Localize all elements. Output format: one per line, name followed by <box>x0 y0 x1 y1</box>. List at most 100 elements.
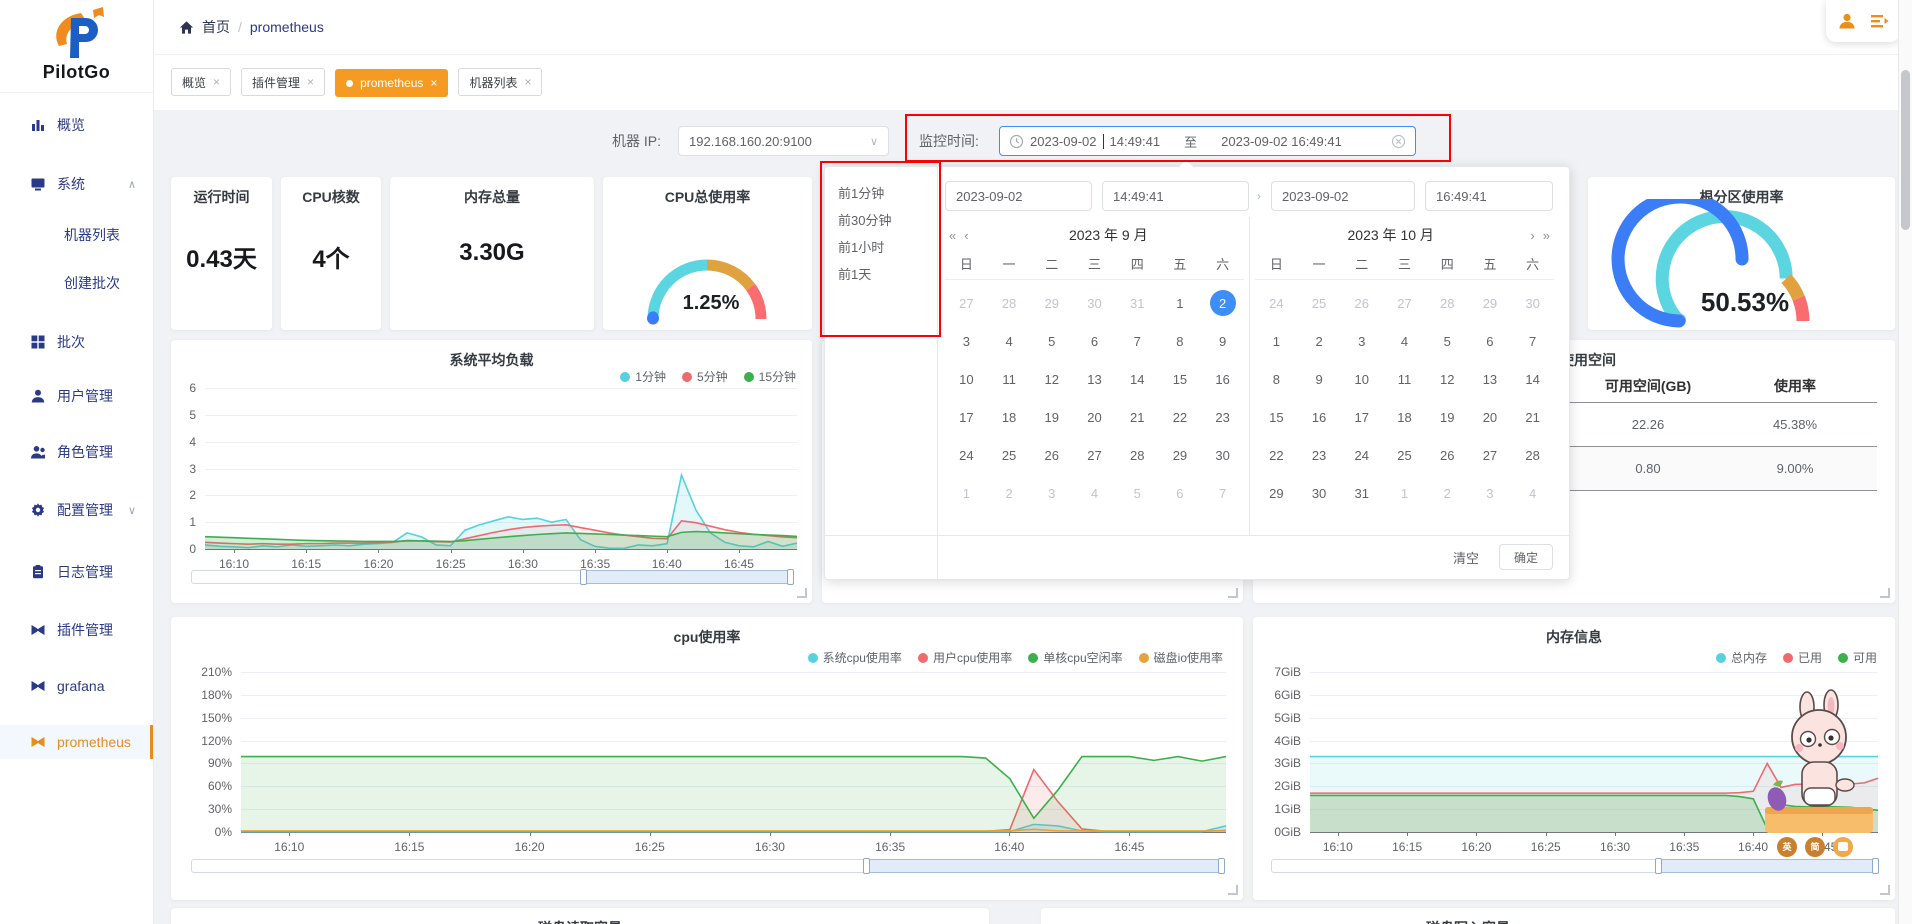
calendar-day[interactable]: 20 <box>1087 409 1102 425</box>
legend-item[interactable]: 5分钟 <box>681 368 728 385</box>
home-icon[interactable] <box>179 20 194 35</box>
data-zoom-slider[interactable] <box>191 858 1225 874</box>
calendar-day[interactable]: 18 <box>1001 409 1017 425</box>
slider-handle[interactable] <box>1654 858 1662 874</box>
calendar-day[interactable]: 21 <box>1525 409 1540 425</box>
data-zoom-slider[interactable] <box>191 569 794 585</box>
next-month-icon[interactable]: › <box>1530 227 1535 243</box>
calendar-day[interactable]: 13 <box>1482 371 1498 387</box>
datepicker-shortcut-前1小时[interactable]: 前1小时 <box>838 240 885 255</box>
legend-item[interactable]: 用户cpu使用率 <box>917 649 1012 666</box>
calendar-day[interactable]: 6 <box>1486 333 1494 349</box>
calendar-day[interactable]: 14 <box>1129 371 1145 387</box>
resize-corner-icon[interactable] <box>1880 885 1890 895</box>
sidebar-item-日志管理[interactable]: 日志管理 <box>0 555 150 589</box>
calendar-day[interactable]: 24 <box>959 447 974 463</box>
resize-corner-icon[interactable] <box>1880 588 1890 598</box>
scrollbar-thumb[interactable] <box>1901 70 1910 230</box>
calendar-day[interactable]: 15 <box>1172 371 1188 387</box>
calendar-title[interactable]: 2023 年 10 月 <box>1347 227 1434 243</box>
slider-handle[interactable] <box>1218 858 1225 874</box>
sidebar-item-用户管理[interactable]: 用户管理 <box>0 379 150 413</box>
calendar-day[interactable]: 5 <box>1133 485 1141 501</box>
slider-handle[interactable] <box>862 858 870 874</box>
tab-概览[interactable]: 概览 × <box>171 68 232 96</box>
calendar-day[interactable]: 30 <box>1525 295 1540 311</box>
calendar-day[interactable]: 2 <box>1315 333 1323 349</box>
calendar-day[interactable]: 23 <box>1215 409 1230 425</box>
calendar-day[interactable]: 13 <box>1087 371 1102 387</box>
calendar-day[interactable]: 2 <box>1443 485 1451 501</box>
calendar-day[interactable]: 5 <box>1048 333 1056 349</box>
calendar-day[interactable]: 6 <box>1090 333 1099 349</box>
sidebar-item-插件管理[interactable]: 插件管理 <box>0 613 150 647</box>
calendar-day[interactable]: 30 <box>1215 447 1230 463</box>
legend-item[interactable]: 1分钟 <box>620 368 666 385</box>
calendar-day[interactable]: 26 <box>1044 447 1060 463</box>
sidebar-item-prometheus[interactable]: prometheus <box>0 725 153 759</box>
calendar-day[interactable]: 1 <box>1272 333 1280 349</box>
start-date-text[interactable]: 2023-09-02 <box>1030 133 1097 149</box>
calendar-day[interactable]: 11 <box>1002 371 1016 387</box>
sidebar-item-批次[interactable]: 批次 <box>0 325 150 359</box>
close-icon[interactable]: × <box>213 75 221 89</box>
slider-selection[interactable] <box>866 859 1222 873</box>
calendar-day[interactable]: 5 <box>1443 333 1451 349</box>
calendar-day[interactable]: 1 <box>962 485 970 501</box>
sidebar-item-创建批次[interactable]: 创建批次 <box>0 266 214 300</box>
sidebar-item-配置管理[interactable]: 配置管理 ∨ <box>0 493 150 527</box>
calendar-day[interactable]: 8 <box>1272 371 1280 387</box>
calendar-day[interactable]: 2 <box>1005 485 1013 501</box>
calendar-day[interactable]: 26 <box>1439 447 1455 463</box>
calendar-day[interactable]: 15 <box>1269 409 1284 425</box>
cpu-chart-plot[interactable]: 210% 180% 150% 120% 90% 60% 30% 0% 16:10 16:15 16:… <box>201 665 1226 854</box>
calendar-day[interactable]: 9 <box>1219 333 1227 349</box>
calendar-day[interactable]: 28 <box>1129 447 1145 463</box>
calendar-day[interactable]: 16 <box>1311 409 1327 425</box>
calendar-day[interactable]: 17 <box>959 409 974 425</box>
calendar-day[interactable]: 10 <box>1354 371 1370 387</box>
calendar-day[interactable]: 27 <box>1397 295 1412 311</box>
calendar-day[interactable]: 17 <box>1354 409 1370 425</box>
calendar-day[interactable]: 2 <box>1201 284 1244 322</box>
end-date-input[interactable] <box>1271 181 1415 211</box>
slider-handle[interactable] <box>1872 858 1879 874</box>
calendar-day[interactable]: 8 <box>1176 333 1184 349</box>
calendar-day[interactable]: 12 <box>1439 371 1455 387</box>
data-zoom-slider[interactable] <box>1271 858 1879 874</box>
calendar-day[interactable]: 20 <box>1482 409 1498 425</box>
calendar-day[interactable]: 26 <box>1354 295 1370 311</box>
legend-item[interactable]: 系统cpu使用率 <box>807 649 902 666</box>
user-avatar-icon[interactable] <box>1837 11 1857 31</box>
legend-item[interactable]: 磁盘io使用率 <box>1138 649 1223 666</box>
resize-corner-icon[interactable] <box>1228 885 1238 895</box>
slider-selection[interactable] <box>584 570 791 584</box>
tab-机器列表[interactable]: 机器列表 × <box>458 68 543 96</box>
calendar-day[interactable]: 22 <box>1269 447 1284 463</box>
prev-month-icon[interactable]: ‹ <box>964 227 969 243</box>
calendar-day[interactable]: 31 <box>1354 485 1370 501</box>
calendar-day[interactable]: 12 <box>1044 371 1060 387</box>
calendar-day[interactable]: 29 <box>1269 485 1284 501</box>
calendar-day[interactable]: 16 <box>1215 371 1230 387</box>
clear-circle-icon[interactable] <box>1391 134 1406 149</box>
calendar-day[interactable]: 7 <box>1133 333 1141 349</box>
calendar-day[interactable]: 27 <box>959 295 974 311</box>
close-icon[interactable]: × <box>524 75 532 89</box>
legend-item[interactable]: 可用 <box>1837 649 1877 666</box>
start-time-text[interactable]: 14:49:41 <box>1109 133 1161 149</box>
sidebar-item-grafana[interactable]: grafana <box>0 669 150 703</box>
calendar-day[interactable]: 28 <box>1001 295 1017 311</box>
slider-handle[interactable] <box>787 569 794 585</box>
calendar-day[interactable]: 22 <box>1172 409 1188 425</box>
collapse-menu-icon[interactable] <box>1869 11 1889 31</box>
resize-corner-icon[interactable] <box>797 588 807 598</box>
calendar-day[interactable]: 11 <box>1397 371 1412 387</box>
calendar-day[interactable]: 1 <box>1400 485 1409 501</box>
calendar-day[interactable]: 28 <box>1439 295 1455 311</box>
breadcrumb-home[interactable]: 首页 <box>202 19 230 35</box>
calendar-day[interactable]: 3 <box>1486 485 1494 501</box>
calendar-day[interactable]: 21 <box>1129 409 1145 425</box>
calendar-day[interactable]: 4 <box>1529 485 1537 501</box>
calendar-day[interactable]: 10 <box>959 371 974 387</box>
